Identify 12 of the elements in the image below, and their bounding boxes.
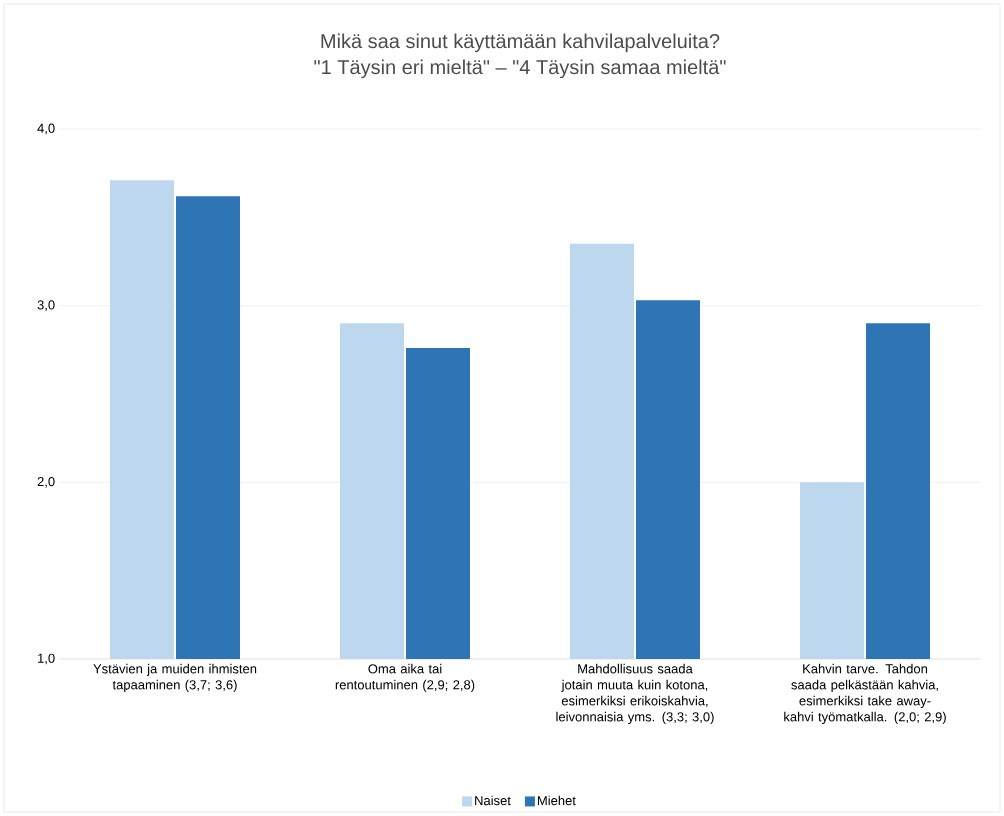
chart-title: Mikä saa sinut käyttämään kahvilapalveluita? bbox=[321, 33, 720, 53]
x-tick-label: Oma aika tai rentoutuminen (2,9; 2,8) bbox=[335, 663, 475, 692]
x-tick-label: Kahvin tarve. Tahdon saada pelkästään kahvia, esimerkiksi take away-kahvi työmatkalla. (2,0; 2,9) bbox=[784, 663, 946, 724]
legend-label: Naiset bbox=[475, 795, 511, 806]
chart-subtitle: "1 Täysin eri mieltä" – "4 Täysin samaa mieltä" bbox=[314, 59, 726, 79]
x-tick-label: Ystävien ja muiden ihmisten tapaaminen (3,7; 3,6) bbox=[93, 663, 257, 692]
legend-label: Miehet bbox=[537, 795, 576, 806]
x-tick-label: Mahdollisuus saada jotain muuta kuin kotona, esimerkiksi erikoiskahvia, leivonnaisia yms. (3,3; 3,0) bbox=[556, 663, 714, 724]
y-tick-label: 4,0 bbox=[37, 123, 55, 135]
y-tick-label: 1,0 bbox=[38, 653, 55, 665]
y-tick-label: 2,0 bbox=[37, 476, 55, 488]
y-tick-label: 3,0 bbox=[37, 300, 55, 312]
